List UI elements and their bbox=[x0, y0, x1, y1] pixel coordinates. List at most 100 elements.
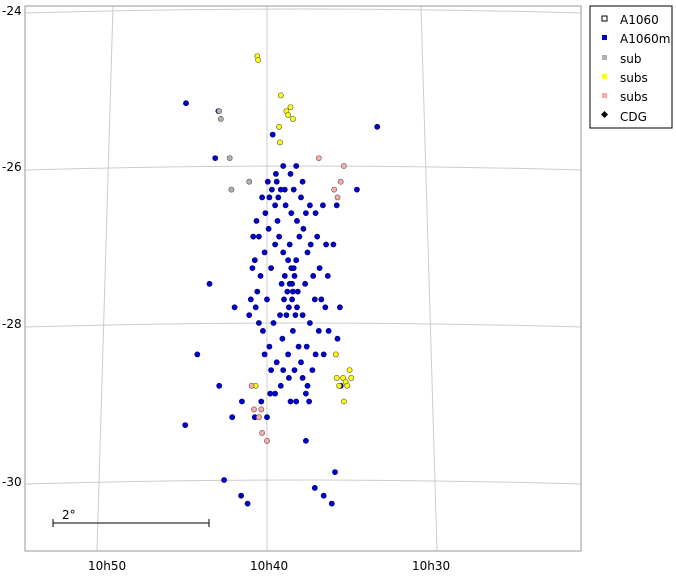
y-tick-label: -30 bbox=[2, 475, 22, 489]
data-point bbox=[259, 327, 266, 334]
data-point bbox=[289, 296, 295, 303]
data-point bbox=[259, 194, 265, 201]
data-point bbox=[285, 304, 292, 311]
data-point bbox=[302, 280, 308, 287]
data-point bbox=[217, 116, 224, 122]
data-point bbox=[254, 288, 261, 295]
data-point bbox=[299, 312, 306, 318]
data-point bbox=[280, 249, 287, 256]
data-point bbox=[268, 367, 274, 373]
legend-label: CDG bbox=[620, 110, 647, 124]
data-point bbox=[238, 398, 245, 405]
data-point bbox=[299, 178, 306, 185]
data-point bbox=[304, 382, 311, 389]
data-point bbox=[255, 233, 262, 240]
data-point bbox=[340, 398, 347, 405]
legend-marker-square bbox=[602, 74, 607, 79]
data-point bbox=[332, 351, 339, 358]
data-point bbox=[261, 351, 268, 358]
data-point bbox=[314, 233, 321, 240]
data-point bbox=[334, 194, 341, 201]
data-point bbox=[273, 359, 280, 366]
data-point bbox=[264, 178, 271, 185]
data-point bbox=[311, 296, 318, 303]
data-point bbox=[292, 312, 299, 318]
data-point bbox=[255, 414, 262, 421]
data-point bbox=[333, 202, 340, 209]
data-point bbox=[278, 280, 285, 287]
ra-gridline bbox=[420, 5, 438, 552]
legend-label: subs bbox=[620, 90, 648, 104]
legend-label: sub bbox=[620, 52, 641, 66]
data-point bbox=[340, 163, 347, 169]
data-point bbox=[248, 382, 255, 389]
data-point bbox=[331, 186, 338, 193]
data-point bbox=[312, 351, 319, 358]
data-point bbox=[280, 367, 287, 373]
plot-frame bbox=[24, 5, 582, 552]
data-point bbox=[277, 92, 284, 99]
dec-gridline bbox=[24, 322, 582, 328]
data-point bbox=[269, 131, 276, 138]
data-point bbox=[285, 351, 291, 358]
data-point bbox=[281, 296, 287, 303]
data-point bbox=[306, 320, 313, 326]
data-point bbox=[287, 104, 294, 110]
data-point bbox=[270, 320, 277, 326]
x-tick-label: 10h40 bbox=[250, 559, 288, 573]
data-point bbox=[295, 343, 302, 350]
dec-gridline bbox=[24, 479, 582, 485]
data-point bbox=[255, 57, 261, 63]
data-point bbox=[303, 343, 310, 350]
data-point bbox=[293, 257, 300, 264]
data-point bbox=[296, 233, 303, 240]
data-point bbox=[287, 170, 294, 177]
y-tick-label: -24 bbox=[2, 4, 22, 18]
y-tick-label: -28 bbox=[2, 317, 22, 331]
data-point bbox=[294, 217, 300, 224]
data-point bbox=[252, 304, 259, 311]
data-point bbox=[302, 210, 309, 216]
data-point bbox=[322, 304, 329, 311]
legend-marker-open-square bbox=[601, 15, 608, 22]
data-point bbox=[275, 194, 282, 201]
data-point bbox=[216, 108, 223, 114]
data-point bbox=[282, 202, 289, 209]
data-point bbox=[280, 163, 287, 169]
data-point bbox=[344, 382, 351, 389]
data-point bbox=[298, 359, 304, 366]
data-point bbox=[272, 202, 278, 209]
data-point bbox=[250, 233, 257, 240]
data-point bbox=[311, 484, 318, 491]
data-point bbox=[332, 469, 338, 475]
data-point bbox=[325, 327, 332, 334]
dec-gridline bbox=[24, 8, 582, 14]
data-point bbox=[258, 398, 265, 405]
data-point bbox=[323, 241, 329, 248]
y-tick-label: -26 bbox=[2, 160, 22, 174]
data-point bbox=[251, 257, 258, 264]
data-point bbox=[285, 374, 292, 381]
data-point bbox=[182, 422, 189, 428]
data-point bbox=[290, 265, 297, 271]
data-point bbox=[302, 437, 309, 444]
data-point bbox=[316, 265, 323, 271]
data-point bbox=[268, 265, 274, 271]
data-point bbox=[264, 296, 270, 303]
data-point bbox=[374, 123, 381, 130]
legend: A1060 A1060m sub subs subs CDG bbox=[589, 5, 673, 129]
data-point bbox=[336, 382, 342, 389]
data-point bbox=[300, 225, 307, 232]
data-point bbox=[272, 390, 278, 397]
data-point bbox=[284, 288, 291, 295]
data-point bbox=[267, 390, 274, 397]
data-point bbox=[315, 155, 322, 161]
data-point bbox=[291, 272, 298, 279]
data-point bbox=[318, 296, 325, 303]
data-point bbox=[266, 343, 273, 350]
data-point bbox=[216, 382, 223, 389]
data-point bbox=[290, 186, 297, 193]
data-point bbox=[304, 249, 311, 256]
